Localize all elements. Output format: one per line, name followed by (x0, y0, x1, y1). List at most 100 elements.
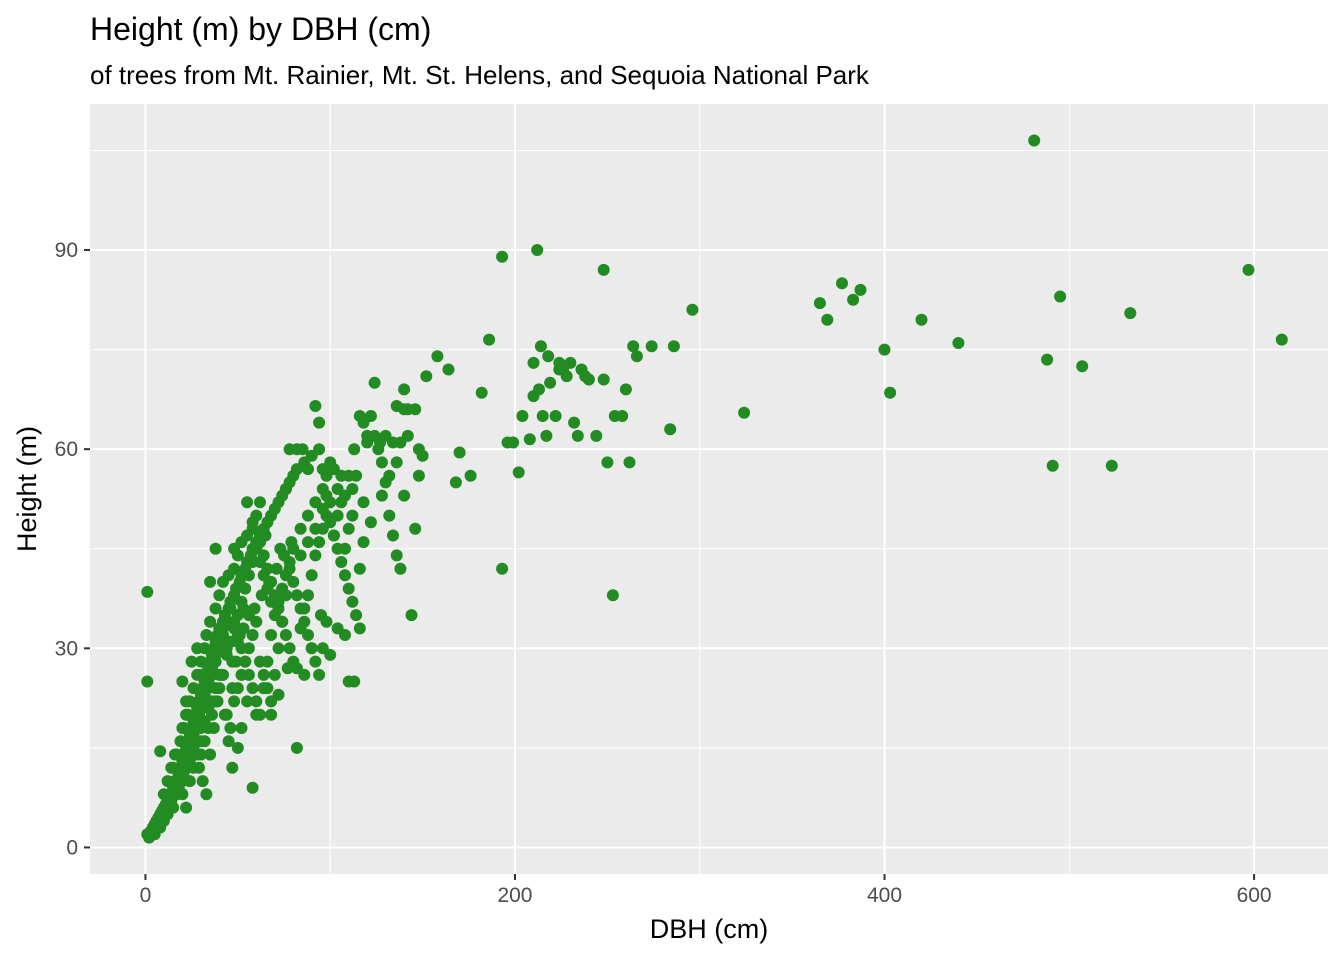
data-point (416, 449, 429, 462)
data-point (309, 549, 322, 562)
data-point (169, 748, 181, 761)
y-tick-label: 90 (55, 239, 78, 262)
data-point (368, 376, 381, 389)
data-point (231, 609, 244, 622)
data-point (239, 582, 252, 595)
data-point (645, 340, 658, 353)
data-point (250, 708, 263, 721)
data-point (821, 313, 834, 326)
data-point (339, 629, 351, 641)
data-point (239, 655, 252, 668)
x-tick-label: 200 (497, 884, 532, 907)
data-point (854, 283, 867, 296)
data-point (483, 333, 496, 346)
data-point (257, 569, 270, 582)
data-point (1275, 333, 1288, 346)
data-point (453, 446, 466, 459)
data-point (316, 463, 329, 476)
x-tick-label: 0 (140, 884, 152, 907)
x-tick-label: 600 (1237, 884, 1272, 907)
data-point (272, 595, 285, 608)
y-tick-label: 60 (55, 438, 78, 461)
data-point (242, 569, 255, 582)
data-point (302, 463, 314, 476)
data-point (412, 469, 425, 482)
data-point (217, 622, 229, 635)
data-point (180, 801, 193, 814)
data-point (442, 363, 455, 376)
data-point (224, 722, 237, 734)
data-point (534, 340, 547, 353)
data-point (346, 595, 359, 608)
data-point (1041, 353, 1054, 366)
data-point (431, 350, 444, 363)
data-point (246, 629, 259, 641)
data-point (409, 522, 422, 535)
data-point (279, 629, 292, 641)
data-point (294, 602, 307, 615)
data-point (664, 423, 677, 436)
data-point (512, 466, 525, 479)
data-point (204, 615, 217, 628)
data-point (475, 386, 488, 399)
data-point (409, 403, 422, 416)
data-point (383, 469, 396, 482)
data-point (279, 483, 292, 495)
data-point (274, 542, 287, 555)
data-point (398, 383, 411, 396)
data-point (235, 642, 248, 655)
data-point (496, 562, 509, 575)
data-point (313, 668, 326, 681)
data-point (187, 682, 200, 695)
data-point (667, 340, 680, 353)
data-point (449, 476, 462, 489)
data-point (283, 556, 296, 568)
data-point (375, 456, 388, 469)
data-point (265, 708, 278, 721)
data-point (296, 443, 309, 456)
data-point (952, 337, 965, 349)
data-point (420, 370, 433, 383)
data-point (361, 429, 374, 442)
data-point (224, 635, 237, 648)
data-point (141, 675, 154, 688)
y-axis-title: Height (m) (12, 426, 42, 552)
y-tick-label: 0 (66, 836, 78, 859)
data-point (353, 622, 366, 635)
data-point (348, 443, 361, 456)
y-axis-ticks: 0 30 60 90 (55, 239, 90, 859)
data-point (309, 400, 322, 412)
data-point (324, 496, 337, 509)
data-point (342, 522, 355, 535)
data-point (601, 456, 614, 469)
data-point (305, 569, 318, 582)
data-point (196, 775, 209, 788)
data-point (183, 695, 196, 708)
data-point (272, 642, 285, 655)
data-point (1242, 263, 1255, 276)
data-point (313, 443, 326, 456)
data-point (194, 655, 207, 668)
data-point (339, 489, 351, 502)
data-point (254, 496, 266, 509)
data-point (516, 410, 529, 422)
data-point (235, 722, 248, 734)
data-point (346, 509, 359, 522)
data-point (878, 343, 891, 356)
data-point (579, 370, 592, 383)
data-point (549, 410, 562, 422)
data-point (211, 695, 224, 708)
data-point (536, 410, 549, 422)
data-point (204, 575, 217, 588)
data-point (241, 496, 254, 509)
data-point (507, 436, 520, 449)
data-point (302, 509, 314, 522)
data-point (281, 662, 294, 675)
data-point (248, 602, 261, 615)
data-point (544, 376, 557, 389)
data-point (390, 400, 403, 412)
data-point (220, 648, 233, 661)
x-axis-ticks: 0 200 400 600 (140, 874, 1272, 907)
data-point (342, 469, 355, 482)
data-point (375, 489, 388, 502)
